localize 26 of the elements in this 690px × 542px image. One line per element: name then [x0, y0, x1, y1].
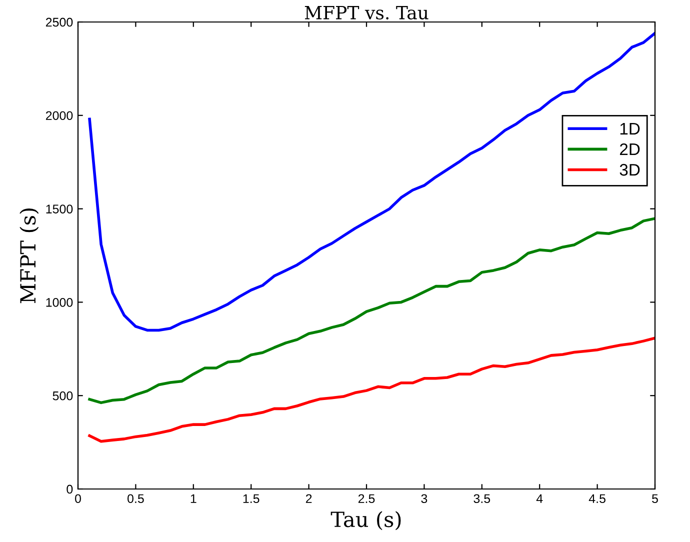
x-tick-label: 1: [190, 494, 196, 503]
x-tick-label: 5: [652, 494, 658, 504]
x-tick-label: 3: [421, 494, 428, 504]
line-series: [88, 32, 655, 332]
y-tick-label: 0: [66, 484, 73, 494]
y-tick-label: 1000: [46, 298, 73, 307]
x-tick-label: 4.5: [588, 494, 606, 504]
legend-label: 1D: [620, 123, 640, 134]
x-tick-label: 1.5: [243, 494, 260, 504]
y-tick-label: 1500: [46, 204, 73, 214]
y-axis-title: MFPT (s): [20, 208, 39, 304]
x-tick-label: 2.5: [358, 494, 375, 504]
line-series: [88, 217, 655, 404]
y-tick-label: 2000: [46, 111, 73, 120]
legend-label: 3D: [620, 164, 640, 176]
x-tick-label: 3.5: [474, 494, 490, 504]
x-axis-title: Tau (s): [330, 511, 401, 530]
y-tick-label: 2500: [46, 18, 73, 27]
x-tick-label: 4: [536, 494, 543, 503]
line-series: [88, 336, 655, 443]
chart-title: MFPT vs. Tau: [304, 6, 428, 20]
x-tick-label: 0: [75, 494, 81, 504]
x-tick-label: 2: [306, 494, 312, 503]
x-tick-label: 0.5: [128, 494, 144, 504]
y-tick-label: 500: [52, 391, 73, 400]
legend-label: 2D: [620, 143, 640, 156]
